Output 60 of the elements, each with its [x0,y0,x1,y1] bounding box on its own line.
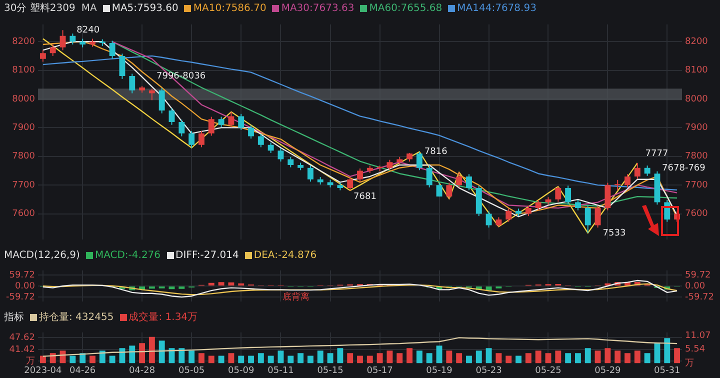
y-tick-label: 7700 [12,180,36,190]
annotation: 8240 [76,26,100,36]
chart-title: 30分 塑料2309 [4,2,76,15]
y2-tick-label: 59.72 [685,270,711,280]
annotation: 7678-769 [662,163,706,174]
x-tick-label: 04-28 [128,366,156,376]
legend-title: MA [81,2,97,14]
y-tick-label: 41.42 [9,344,35,355]
y-tick-label: 8100 [12,66,36,76]
chart-title: MACD(12,26,9) [4,250,80,260]
x-tick-label: 05-25 [535,366,562,376]
annotation: 7777 [645,148,668,159]
x-tick-label: 2023-04 [24,366,62,376]
x-tick-label: 05-11 [268,366,294,376]
x-tick-label: 05-19 [426,366,453,376]
y-tick-label: -59.72 [6,292,35,302]
y-tick-label: 0.00 [14,281,36,292]
y-tick-label: 8200 [12,36,36,47]
x-tick-label: 05-09 [228,366,254,376]
x-tick-label: 05-17 [366,366,393,376]
annotation: 7816 [424,147,448,158]
y2-tick-label: 5.54 [685,344,706,355]
legend-label: MA5:7593.60 [112,2,178,14]
y2-tick-label: 7600 [685,209,708,220]
y2-tick-label: 7800 [685,152,708,162]
legend-label: 持仓量: 432455 [39,310,114,324]
y-tick-label: 7600 [12,209,36,220]
legend-label: 成交量: 1.34万 [128,310,198,324]
y2-tick-label: 8100 [685,66,708,76]
y-tick-label: 8000 [12,94,36,104]
annotation: 7533 [602,228,626,238]
y2-tick-label: 8000 [685,94,708,104]
y2-tick-label: -59.72 [685,292,714,302]
annotation: 底背离 [282,291,310,302]
x-tick-label: 05-23 [476,366,502,376]
y2-tick-label: 7700 [685,180,708,190]
legend-label: MACD:-4.276 [94,250,161,260]
x-tick-label: 05-05 [178,366,205,376]
y2-tick-label: 11.07 [685,330,711,341]
y2-tick-label: 8200 [685,36,708,47]
y-tick-label: 59.72 [9,270,35,280]
y2-tick-label: 万 [685,358,694,369]
x-tick-label: 05-29 [594,366,622,376]
legend-label: MA144:7678.93 [457,2,536,14]
legend-label: MA10:7586.70 [193,2,266,14]
legend-label: MA60:7655.68 [369,2,442,14]
y-tick-label: 7800 [12,152,36,162]
legend-label: MA30:7673.63 [281,2,354,14]
legend-label: DIFF:-27.014 [176,250,239,260]
chart-title: 指标 [4,310,24,324]
y2-tick-label: 7900 [685,123,708,134]
y-tick-label: 7900 [12,123,36,134]
legend-label: DEA:-24.876 [254,250,317,260]
x-tick-label: 05-15 [317,366,344,376]
y2-tick-label: 0.00 [685,281,706,292]
x-tick-label: 05-31 [654,366,680,376]
x-tick-label: 04-26 [70,366,96,376]
y-tick-label: 万 [26,356,35,367]
y-tick-label: 47.62 [9,332,35,343]
annotation: 7681 [354,192,376,202]
